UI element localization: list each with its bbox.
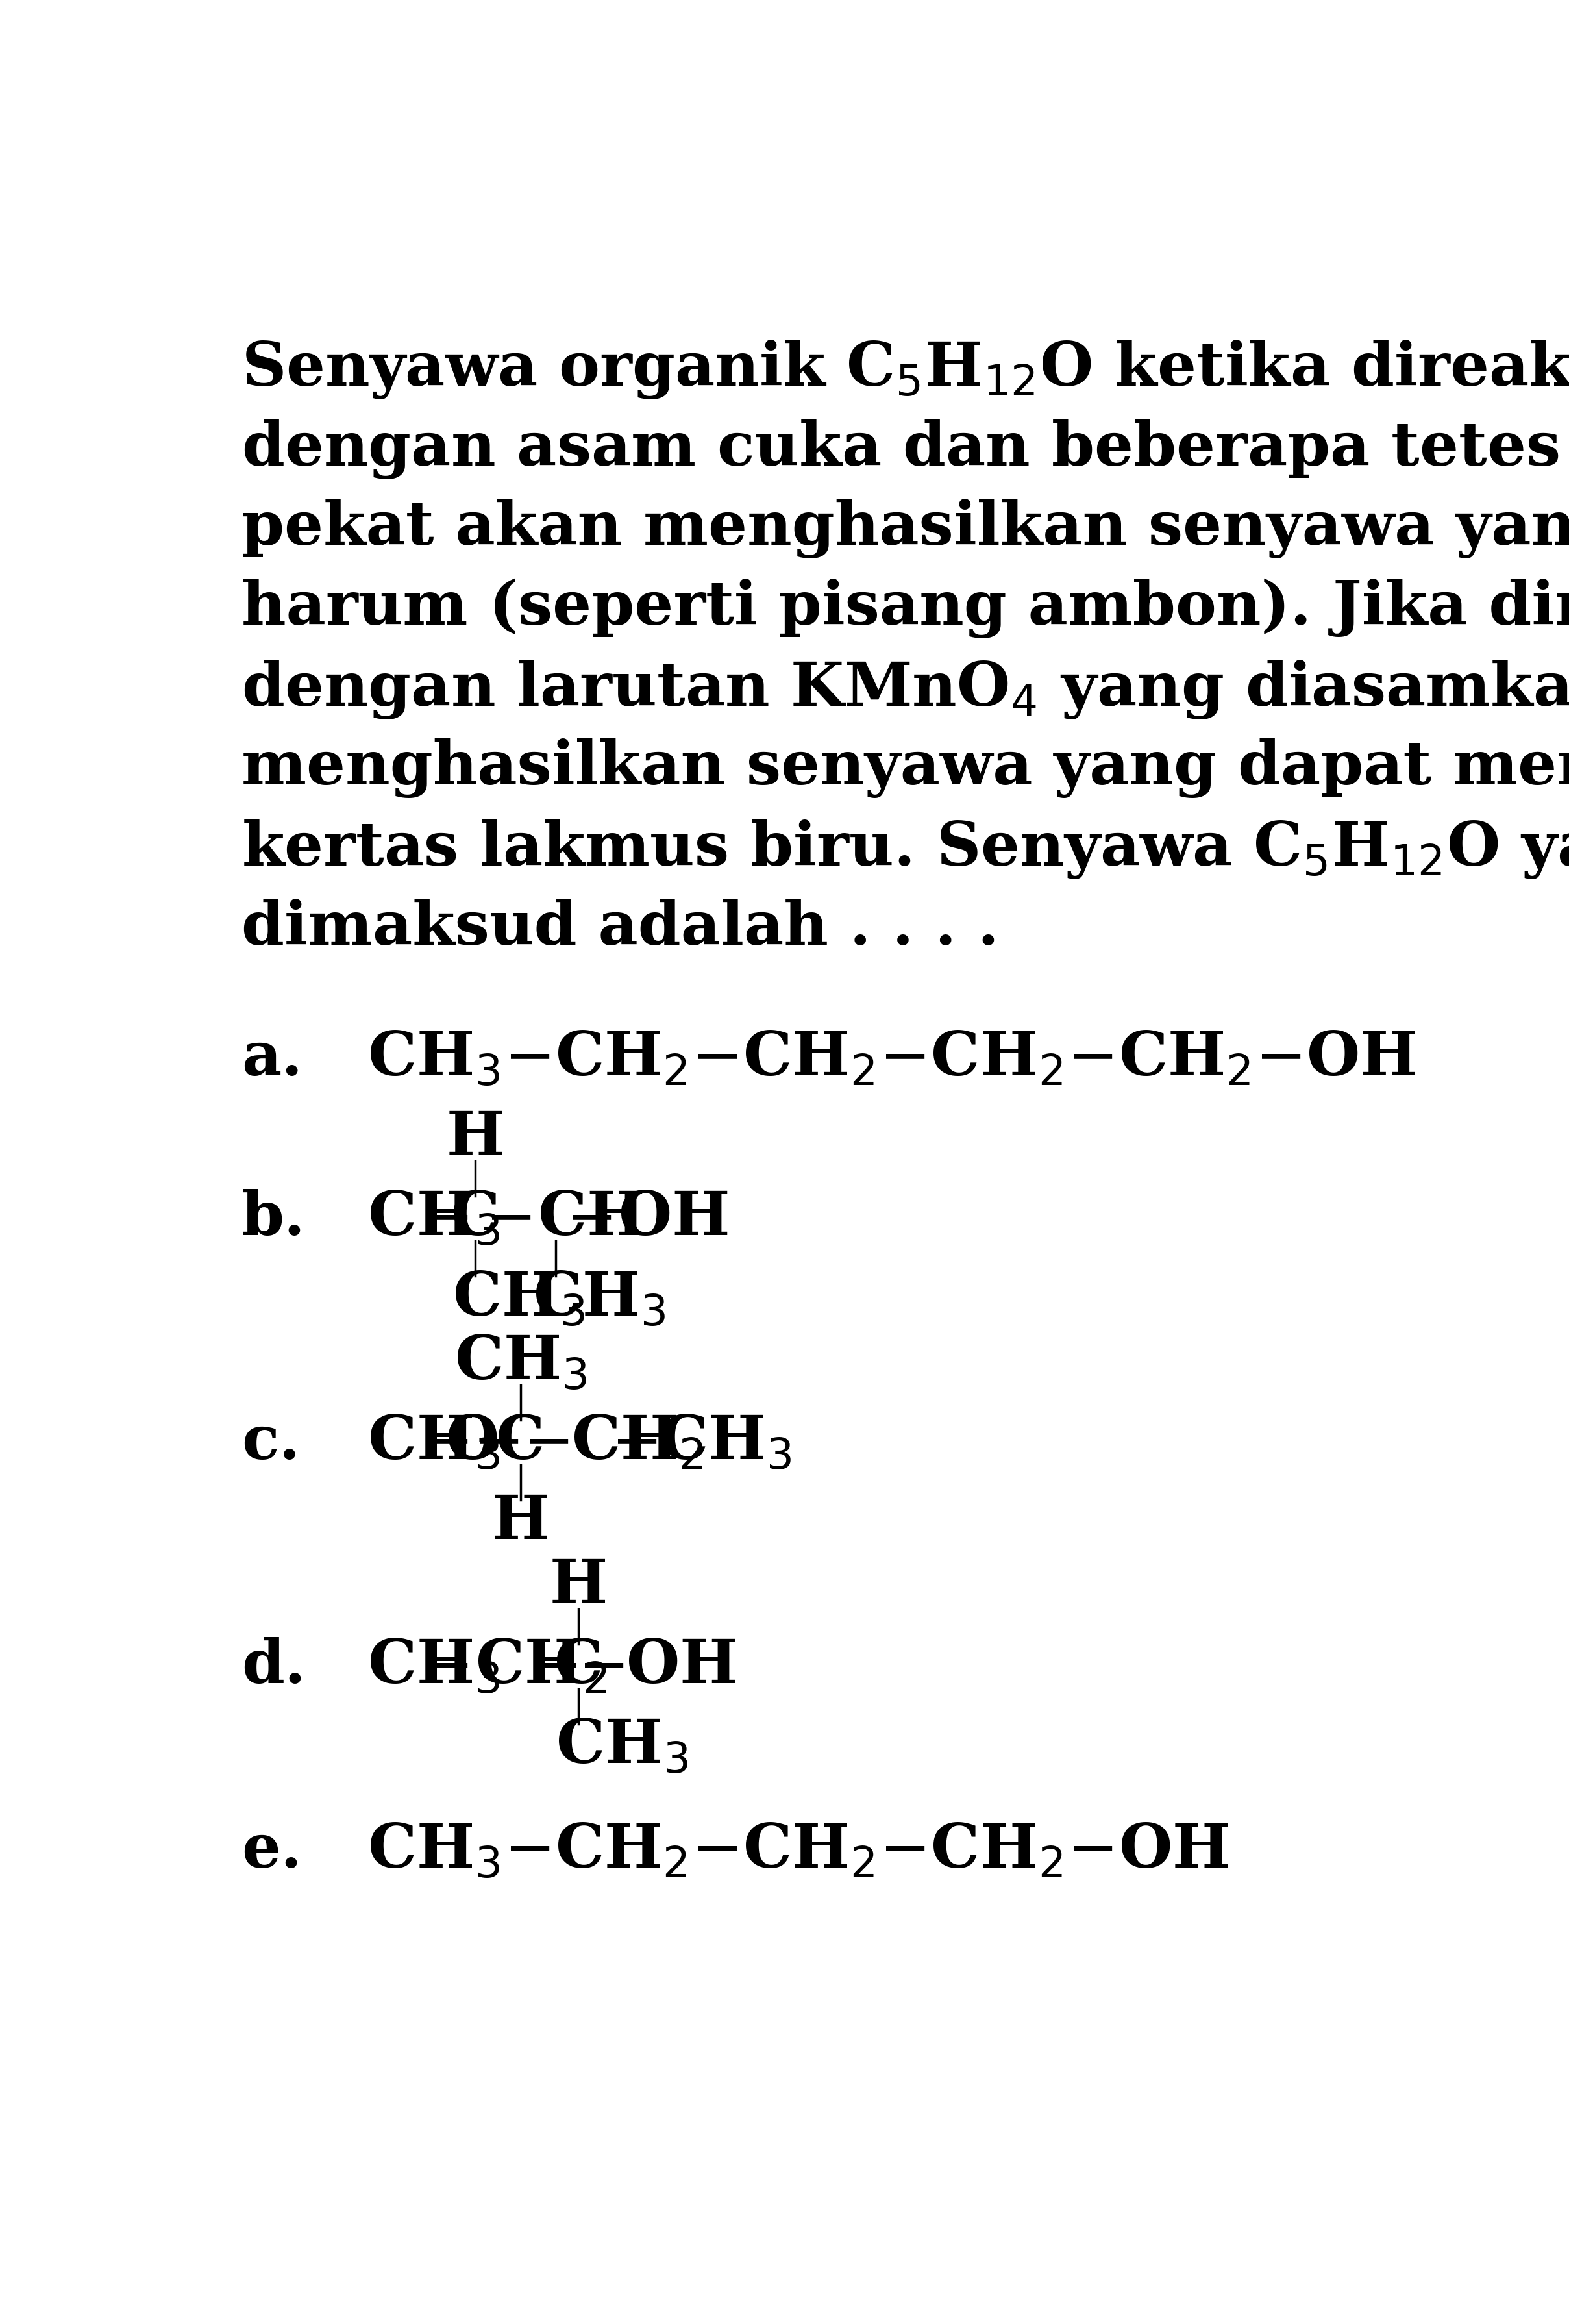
Text: dimaksud adalah . . . .: dimaksud adalah . . . .: [242, 899, 999, 957]
Text: OH: OH: [618, 1190, 730, 1248]
Text: CH$_3$: CH$_3$: [455, 1334, 587, 1392]
Text: $-$: $-$: [422, 1190, 468, 1248]
Text: CH$_2$: CH$_2$: [571, 1413, 703, 1471]
Text: OH: OH: [626, 1636, 737, 1697]
Text: CH: CH: [538, 1190, 645, 1248]
Text: $-$: $-$: [530, 1636, 576, 1697]
Text: CH$_3$$-$CH$_2$$-$CH$_2$$-$CH$_2$$-$CH$_2$$-$OH: CH$_3$$-$CH$_2$$-$CH$_2$$-$CH$_2$$-$CH$_…: [367, 1030, 1415, 1088]
Text: C: C: [554, 1636, 602, 1697]
Text: CH$_3$: CH$_3$: [659, 1413, 791, 1471]
Text: C: C: [450, 1190, 501, 1248]
Text: $-$: $-$: [610, 1413, 657, 1471]
Text: d.: d.: [242, 1636, 306, 1697]
Text: kertas lakmus biru. Senyawa C$_5$H$_{12}$O yang: kertas lakmus biru. Senyawa C$_5$H$_{12}…: [242, 818, 1569, 881]
Text: harum (seperti pisang ambon). Jika direaksikan: harum (seperti pisang ambon). Jika direa…: [242, 579, 1569, 639]
Text: CH$_3$$-$CH$_2$$-$CH$_2$$-$CH$_2$$-$OH: CH$_3$$-$CH$_2$$-$CH$_2$$-$CH$_2$$-$OH: [367, 1820, 1229, 1880]
Text: b.: b.: [242, 1190, 306, 1248]
Text: CH$_3$: CH$_3$: [555, 1717, 689, 1776]
Text: CH$_3$: CH$_3$: [367, 1413, 499, 1471]
Text: $-$: $-$: [472, 1413, 519, 1471]
Text: H: H: [549, 1557, 607, 1615]
Text: a.: a.: [242, 1030, 303, 1088]
Text: $-$: $-$: [485, 1190, 532, 1248]
Text: e.: e.: [242, 1822, 301, 1880]
Text: $-$: $-$: [522, 1413, 570, 1471]
Text: $-$: $-$: [422, 1636, 468, 1697]
Text: Senyawa organik C$_5$H$_{12}$O ketika direaksikan: Senyawa organik C$_5$H$_{12}$O ketika di…: [242, 339, 1569, 400]
Text: H: H: [491, 1492, 549, 1552]
Text: pekat akan menghasilkan senyawa yang berbau: pekat akan menghasilkan senyawa yang ber…: [242, 497, 1569, 558]
Text: CH$_3$: CH$_3$: [367, 1636, 499, 1697]
Text: dengan asam cuka dan beberapa tetes H$_2$SO$_4$: dengan asam cuka dan beberapa tetes H$_2…: [242, 418, 1569, 481]
Text: CH$_3$: CH$_3$: [453, 1269, 585, 1327]
Text: C: C: [496, 1413, 544, 1471]
Text: c.: c.: [242, 1413, 300, 1471]
Text: $-$: $-$: [565, 1190, 612, 1248]
Text: CH$_2$: CH$_2$: [475, 1636, 607, 1697]
Text: CH$_3$: CH$_3$: [533, 1269, 665, 1327]
Text: $-$: $-$: [422, 1413, 468, 1471]
Text: menghasilkan senyawa yang dapat memerahkan: menghasilkan senyawa yang dapat memerahk…: [242, 739, 1569, 797]
Text: $-$: $-$: [577, 1636, 624, 1697]
Text: dengan larutan KMnO$_4$ yang diasamkan akan: dengan larutan KMnO$_4$ yang diasamkan a…: [242, 658, 1569, 720]
Text: H: H: [446, 1109, 504, 1167]
Text: O: O: [446, 1413, 499, 1471]
Text: CH$_3$: CH$_3$: [367, 1190, 499, 1248]
